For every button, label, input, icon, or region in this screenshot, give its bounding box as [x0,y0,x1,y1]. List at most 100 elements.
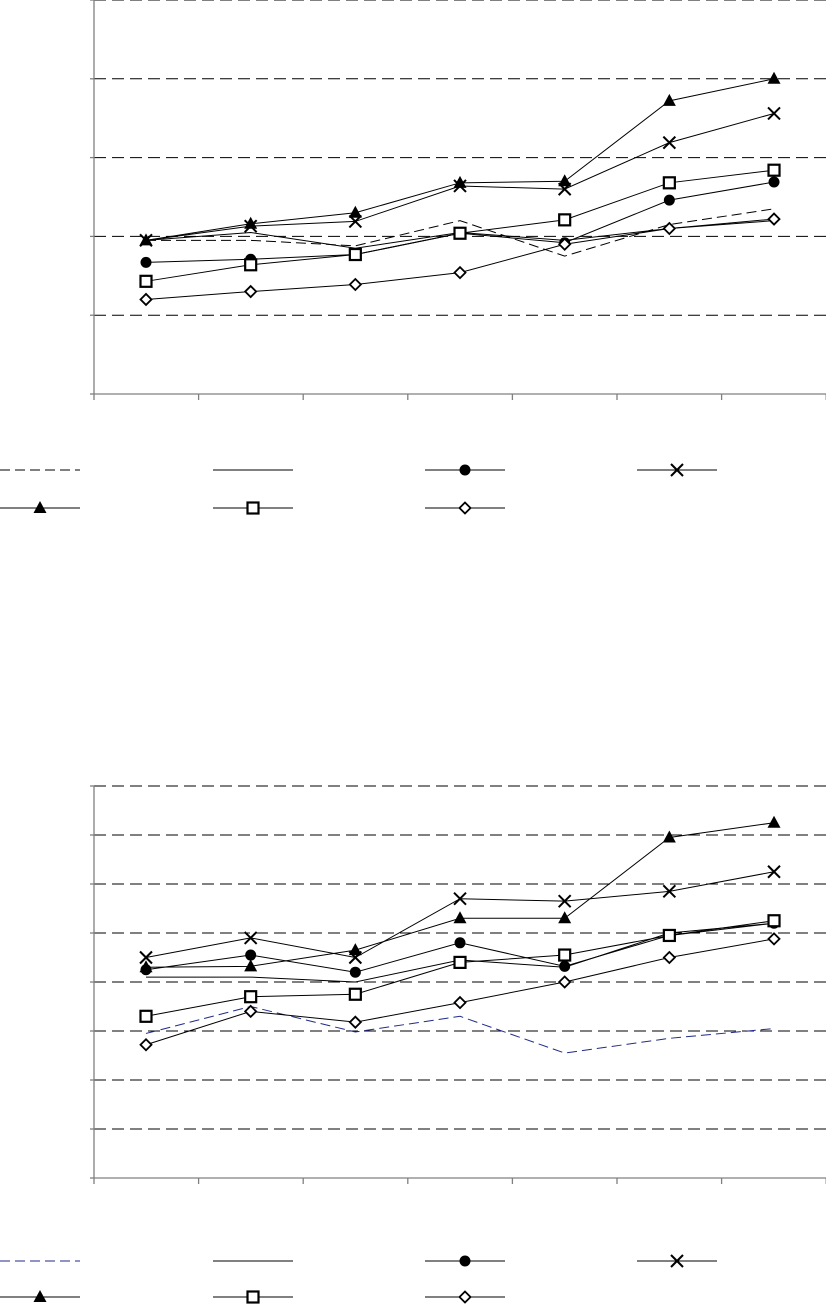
data-point-triangle [244,216,258,229]
chart-2-legend [0,1254,717,1304]
legend-entry-3 [425,464,505,476]
data-point-circle [349,966,361,978]
data-point-square [453,226,467,240]
data-point-triangle [558,174,572,187]
data-point-square [139,274,153,288]
data-point-diamond [662,221,677,236]
chart-2-series-5 [139,815,781,973]
data-point-square [558,948,572,962]
data-point-triangle [453,911,467,924]
series-line [145,78,775,241]
legend-entry-6 [213,1290,293,1304]
chart-2-series-7 [139,932,781,1052]
data-point-triangle [348,205,362,218]
data-point-diamond [662,950,677,965]
data-point-x [243,931,258,945]
data-point-square [767,163,781,177]
data-point-square [558,213,572,227]
data-point-diamond [243,1004,258,1019]
data-point-square [244,990,258,1004]
legend-entry-5 [0,501,80,513]
legend-entry-7 [425,501,505,515]
chart-1-series-3 [140,176,780,268]
legend-entry-3 [425,1255,505,1267]
data-point-x [557,894,572,908]
data-point-square [662,176,676,190]
data-point-x [662,135,677,150]
data-point-triangle [348,943,362,956]
data-point-diamond [557,237,572,252]
series-line [145,938,775,1046]
chart-2-gridlines [94,785,826,1130]
data-point-triangle [662,93,676,106]
legend-diamond-icon [458,501,472,515]
chart-1-series-5 [139,71,781,246]
series-line [146,922,775,983]
data-point-diamond [767,212,781,226]
chart-1-series-1 [146,208,775,257]
data-point-x [767,106,781,121]
data-point-triangle [244,959,258,972]
series-line [145,1005,775,1054]
chart-2-series-6 [139,914,781,1023]
data-point-circle [768,176,780,188]
legend-circle-icon [459,464,471,476]
data-point-diamond [139,292,153,307]
legend-triangle-icon [33,1290,47,1302]
legend-entry-5 [0,1290,80,1302]
data-point-square [244,258,258,272]
data-point-diamond [453,265,467,280]
data-point-diamond [139,1037,153,1052]
series-line [145,181,775,263]
chart-2 [0,785,826,1304]
data-point-triangle [139,960,153,973]
series-line [146,208,775,257]
chart-1-series-7 [139,212,781,307]
legend-triangle-icon [33,501,47,513]
data-point-circle [559,960,571,972]
data-point-diamond [453,995,467,1010]
data-point-diamond [767,932,781,946]
data-point-circle [245,949,257,961]
chart-1-series-6 [139,163,781,288]
legend-entry-7 [425,1290,505,1304]
data-point-square [767,914,781,928]
data-point-triangle [767,815,781,828]
data-point-square [348,247,362,262]
data-point-diamond [557,975,572,989]
legend-x-icon [670,463,684,477]
data-point-x [139,950,153,965]
legend-square-icon [246,1290,260,1304]
legend-entry-6 [213,501,293,515]
chart-2-series-2 [146,922,775,983]
data-point-triangle [767,71,781,84]
data-point-circle [140,256,152,268]
data-point-circle [663,194,675,206]
data-point-square [453,955,467,970]
data-point-x [662,884,677,899]
data-point-triangle [453,175,467,188]
legend-square-icon [246,501,260,515]
data-point-x [453,891,467,906]
legend-circle-icon [459,1255,471,1267]
data-point-triangle [662,830,676,843]
data-point-square [139,1009,153,1023]
chart-2-series-4 [139,865,781,965]
data-point-diamond [348,1015,363,1029]
data-point-square [348,987,362,1001]
chart-1-legend [0,463,717,515]
legend-entry-4 [637,463,717,477]
chart-1 [0,0,826,515]
data-point-square [662,928,676,943]
data-point-diamond [348,277,363,292]
legend-x-icon [670,1254,684,1268]
chart-2-series-1 [145,1005,775,1054]
legend-diamond-icon [458,1290,472,1304]
legend-entry-4 [637,1254,717,1268]
data-point-circle [454,937,466,949]
data-point-triangle [139,233,153,246]
data-point-x [767,865,781,879]
data-point-triangle [558,911,572,924]
data-point-diamond [243,284,258,299]
